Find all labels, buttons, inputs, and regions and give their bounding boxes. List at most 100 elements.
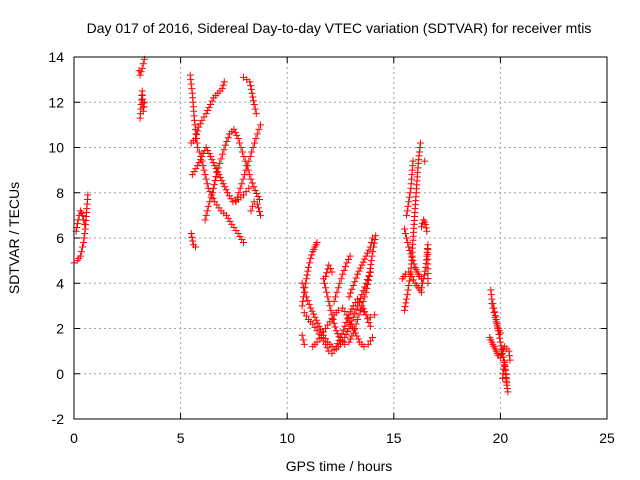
data-point — [224, 134, 232, 142]
data-point — [356, 294, 364, 302]
data-point — [367, 261, 375, 269]
data-point — [242, 166, 250, 174]
data-point — [405, 282, 413, 290]
data-point — [220, 146, 228, 154]
data-point — [190, 168, 198, 176]
data-point — [337, 275, 345, 283]
data-point — [401, 303, 409, 311]
data-point — [251, 186, 259, 194]
data-point — [80, 239, 88, 247]
data-point — [352, 320, 360, 328]
data-point — [192, 130, 200, 138]
data-point — [354, 335, 362, 343]
point-track — [247, 198, 265, 219]
data-point — [251, 105, 259, 113]
data-points — [70, 55, 514, 396]
data-point — [403, 207, 411, 215]
data-point — [253, 200, 261, 208]
data-point — [249, 97, 257, 105]
data-point — [416, 144, 424, 151]
data-point — [488, 300, 496, 308]
data-point — [298, 279, 306, 287]
data-point — [334, 306, 342, 314]
data-point — [247, 82, 255, 90]
data-point — [410, 260, 418, 268]
point-track — [186, 71, 247, 247]
data-point — [246, 153, 254, 161]
data-point — [204, 202, 212, 210]
data-point — [408, 253, 416, 261]
data-point — [489, 304, 497, 312]
data-point — [195, 123, 203, 131]
point-track — [72, 207, 89, 235]
data-point — [404, 202, 412, 210]
data-point — [405, 193, 413, 201]
point-track — [188, 144, 253, 206]
data-point — [254, 204, 262, 212]
data-point — [298, 302, 306, 310]
data-point — [370, 239, 378, 247]
data-point — [234, 134, 242, 142]
data-point — [331, 323, 339, 331]
data-point — [216, 159, 224, 167]
data-point — [416, 139, 424, 147]
data-point — [423, 227, 431, 235]
data-point — [211, 162, 219, 170]
data-point — [336, 279, 344, 287]
data-point — [246, 78, 254, 86]
data-point — [84, 191, 92, 199]
data-point — [328, 268, 336, 276]
data-point — [255, 208, 263, 216]
data-point — [216, 174, 224, 182]
data-point — [312, 316, 320, 324]
data-point — [506, 356, 514, 364]
y-tick-label: 4 — [56, 275, 64, 291]
data-point — [348, 305, 356, 313]
data-point — [188, 171, 196, 179]
point-track — [239, 73, 260, 118]
data-point — [234, 229, 242, 237]
point-track — [187, 229, 200, 251]
data-point — [364, 315, 372, 323]
data-point — [346, 335, 354, 343]
data-point — [245, 184, 253, 192]
data-point — [332, 343, 340, 351]
data-point — [204, 147, 212, 155]
data-point — [496, 334, 504, 342]
data-point — [368, 334, 376, 342]
data-point — [305, 300, 313, 308]
data-point — [308, 307, 316, 315]
data-point — [202, 175, 210, 183]
data-point — [402, 299, 410, 307]
data-point — [325, 261, 333, 269]
data-point — [79, 243, 87, 251]
data-point — [206, 198, 214, 206]
data-point — [195, 159, 203, 167]
data-point — [311, 313, 319, 321]
data-point — [366, 313, 374, 321]
data-point — [405, 243, 413, 251]
data-point — [322, 284, 330, 292]
data-point — [332, 293, 340, 301]
data-point — [341, 340, 349, 348]
data-point — [422, 220, 430, 228]
data-point — [205, 150, 213, 158]
y-tick-label: 12 — [48, 94, 64, 110]
data-point — [345, 338, 353, 346]
data-point — [250, 101, 258, 109]
data-point — [190, 116, 198, 124]
data-point — [187, 76, 195, 84]
data-point — [309, 310, 317, 318]
data-point — [210, 181, 218, 189]
data-point — [343, 311, 351, 319]
data-point — [323, 269, 331, 277]
data-point — [196, 156, 204, 164]
data-point — [219, 150, 227, 158]
data-point — [253, 130, 261, 138]
data-point — [239, 239, 247, 247]
data-point — [355, 267, 363, 275]
y-tick-label: -2 — [52, 411, 65, 427]
point-track — [418, 216, 431, 235]
data-point — [342, 318, 350, 326]
